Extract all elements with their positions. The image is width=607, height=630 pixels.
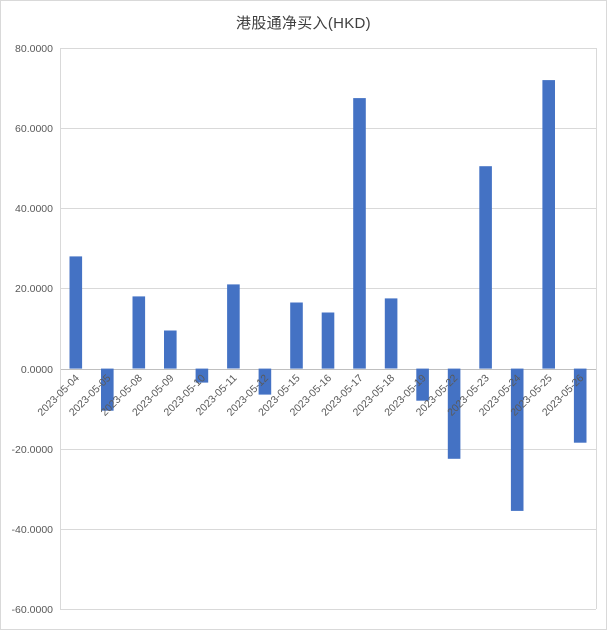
- y-tick-label: 40.0000: [15, 203, 53, 215]
- y-tick-label: 20.0000: [15, 283, 53, 295]
- chart-title: 港股通净买入(HKD): [236, 15, 371, 32]
- bar: [101, 368, 114, 411]
- y-tick-label: -40.0000: [12, 524, 54, 536]
- y-tick-label: -60.0000: [12, 604, 54, 616]
- bar: [447, 368, 461, 459]
- bar: [479, 166, 492, 369]
- bar: [164, 330, 177, 369]
- bar: [353, 98, 366, 369]
- bar: [321, 312, 335, 369]
- bar: [195, 368, 209, 383]
- y-tick-label: 80.0000: [15, 43, 53, 55]
- y-tick-label: -20.0000: [12, 444, 54, 456]
- bar: [258, 368, 272, 395]
- bar: [384, 298, 398, 369]
- y-tick-label: 0.0000: [21, 364, 53, 376]
- bar: [542, 80, 555, 369]
- bar: [69, 256, 83, 369]
- bar: [573, 368, 587, 443]
- bar: [510, 368, 524, 511]
- bar: [416, 368, 429, 401]
- bar: [290, 302, 303, 369]
- bar: [227, 284, 240, 369]
- bar: [132, 296, 146, 369]
- y-tick-label: 60.0000: [15, 123, 53, 135]
